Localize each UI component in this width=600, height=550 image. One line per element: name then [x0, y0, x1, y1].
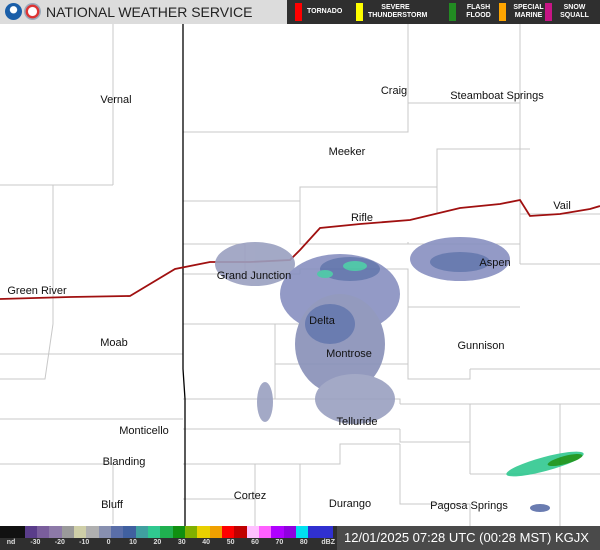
city-label: Vail — [553, 200, 571, 212]
warning-swatch — [295, 3, 302, 21]
warning-0: TORNADO — [295, 3, 342, 21]
scale-tick: -20 — [54, 539, 65, 546]
scale-tick: 0 — [106, 539, 111, 546]
city-label: Grand Junction — [216, 270, 292, 282]
scale-tick: 30 — [177, 539, 186, 546]
scale-swatch — [49, 526, 62, 538]
warning-legend: TORNADO SEVERE THUNDERSTORM FLASH FLOOD SPE… — [287, 0, 600, 24]
scale-swatch — [12, 526, 25, 538]
state-line — [182, 24, 186, 526]
scale-tick: 40 — [202, 539, 211, 546]
city-label: Pagosa Springs — [430, 500, 508, 512]
timestamp: 12/01/2025 07:28 UTC (00:28 MST) KGJX — [337, 526, 600, 550]
scale-tick: -30 — [30, 539, 41, 546]
scale-swatch — [271, 526, 284, 538]
scale-swatch — [135, 526, 148, 538]
warning-label: SPECIAL MARINE — [513, 4, 544, 19]
city-label: Vernal — [100, 94, 132, 106]
city-label: Monticello — [119, 425, 169, 437]
color-scale — [0, 526, 333, 538]
scale-swatch — [0, 526, 13, 538]
scale-swatch — [258, 526, 272, 538]
scale-swatch — [61, 526, 74, 538]
city-label: Blanding — [102, 456, 146, 468]
scale-swatch — [86, 526, 99, 538]
scale-tick: nd — [6, 539, 16, 546]
city-label: Bluff — [101, 499, 123, 511]
scale-swatch — [73, 526, 87, 538]
scale-tick: -10 — [79, 539, 90, 546]
scale-swatch — [184, 526, 198, 538]
city-label: Moab — [100, 337, 128, 349]
city-label: Durango — [328, 498, 372, 510]
warning-label: TORNADO — [307, 8, 343, 15]
scale-swatch — [246, 526, 259, 538]
map-canvas — [0, 24, 600, 526]
scale-swatch — [283, 526, 296, 538]
warning-3: SPECIAL MARINE — [499, 3, 546, 21]
city-label: Green River — [7, 285, 67, 297]
warning-swatch — [356, 3, 363, 21]
city-label: Montrose — [326, 348, 372, 360]
city-label: Cortez — [233, 490, 267, 502]
scale-tick: dBZ — [321, 539, 335, 546]
scale-tick: 60 — [251, 539, 259, 546]
scale-tick: 50 — [226, 539, 235, 546]
scale-swatch — [197, 526, 210, 538]
scale-swatch — [160, 526, 173, 538]
scale-swatch — [172, 526, 185, 538]
scale-swatch — [24, 526, 37, 538]
noaa-logo — [5, 3, 22, 20]
warning-label: SEVERE THUNDERSTORM — [368, 4, 428, 19]
scale-tick: 70 — [275, 539, 284, 546]
scale-swatch — [110, 526, 124, 538]
city-label: Craig — [380, 85, 408, 97]
warning-label: FLASH FLOOD — [466, 4, 491, 19]
scale-swatch — [320, 526, 333, 538]
scale-swatch — [98, 526, 111, 538]
warning-swatch — [545, 3, 552, 21]
city-label: Telluride — [336, 416, 378, 428]
city-label: Delta — [309, 315, 335, 327]
scale-swatch — [123, 526, 136, 538]
warning-label: SNOW SQUALL — [560, 4, 589, 19]
warning-1: SEVERE THUNDERSTORM — [356, 3, 428, 21]
scale-swatch — [36, 526, 50, 538]
warning-4: SNOW SQUALL — [545, 3, 592, 21]
scale-swatch — [308, 526, 321, 538]
warning-swatch — [449, 3, 456, 21]
site-title: NATIONAL WEATHER SERVICE — [46, 4, 253, 20]
city-label: Aspen — [479, 257, 511, 269]
radar-map[interactable]: Vernal Craig Steamboat Springs Meeker Rifle V… — [0, 24, 600, 526]
scale-tick: 20 — [153, 539, 162, 546]
scale-swatch — [209, 526, 222, 538]
interstate-70 — [0, 198, 600, 300]
scale-swatch — [147, 526, 161, 538]
scale-swatch — [234, 526, 247, 538]
warning-swatch — [499, 3, 506, 21]
nws-logo — [24, 3, 41, 20]
warning-2: FLASH FLOOD — [449, 3, 496, 21]
scale-tick: 10 — [129, 539, 137, 546]
reflectivity-legend: nd -30 -20 -10 0 10 20 30 40 50 60 70 80 dBZ — [0, 526, 337, 550]
scale-swatch — [221, 526, 235, 538]
city-label: Steamboat Springs — [450, 90, 544, 102]
scale-tick: 80 — [299, 539, 308, 546]
city-label: Rifle — [350, 212, 374, 224]
scale-swatch — [295, 526, 309, 538]
radar-echoes — [215, 237, 584, 512]
city-label: Gunnison — [457, 340, 505, 352]
city-label: Meeker — [328, 146, 366, 158]
